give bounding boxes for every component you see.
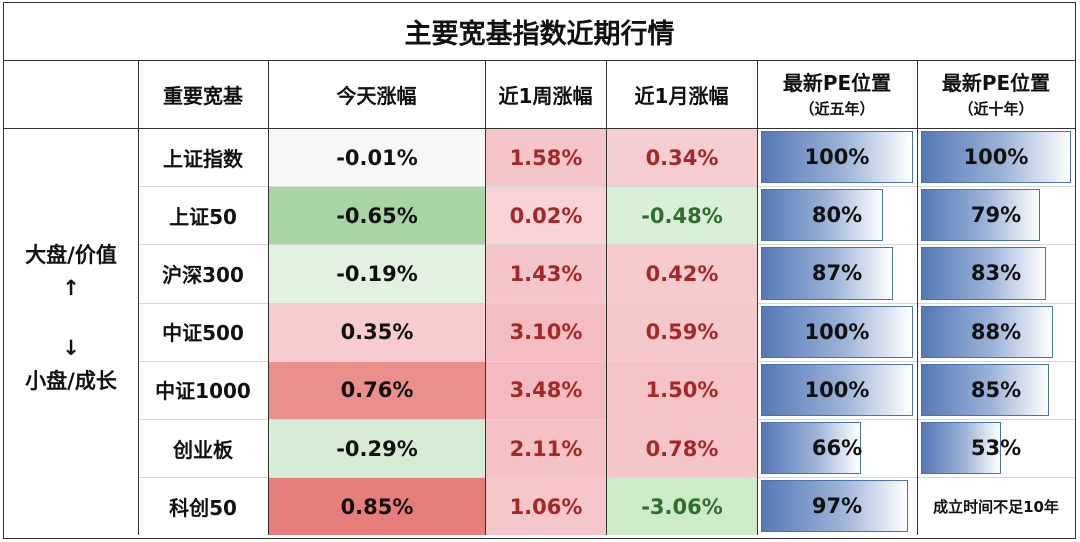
index-name: 创业板 xyxy=(173,437,233,462)
side-label-up-arrow: ↑ xyxy=(62,275,80,300)
index-name: 科创50 xyxy=(169,495,237,520)
pe10-cell: 83% xyxy=(921,247,1071,300)
size-style-label: 大盘/价值 ↑ ↓ 小盘/成长 xyxy=(4,239,138,439)
column-divider xyxy=(268,61,269,536)
pe10-value: 83% xyxy=(970,261,1022,286)
today-change-cell: -0.19% xyxy=(269,245,485,303)
pe10-cell: 100% xyxy=(921,131,1071,184)
column-divider xyxy=(917,61,918,536)
today-change-cell: 0.85% xyxy=(269,478,485,536)
pe5-bar xyxy=(761,131,913,184)
pe10-bar xyxy=(921,131,1071,184)
header-pe10-wrap: 最新PE位置 （近十年） xyxy=(942,71,1050,119)
index-name: 上证50 xyxy=(169,204,237,229)
week-change-cell: 3.10% xyxy=(486,303,606,361)
header-month: 近1月涨幅 xyxy=(634,84,729,108)
index-name: 中证1000 xyxy=(155,379,251,404)
pe5-bar xyxy=(761,480,909,533)
month-change-cell: -3.06% xyxy=(607,478,757,536)
side-label-top: 大盘/价值 xyxy=(25,243,117,267)
pe5-value: 80% xyxy=(811,203,863,228)
pe10-value: 100% xyxy=(963,145,1029,170)
pe5-value: 100% xyxy=(804,377,870,402)
month-change-cell: 0.59% xyxy=(607,303,757,361)
header-pe10: 最新PE位置 （近十年） xyxy=(917,61,1075,128)
column-divider xyxy=(757,61,758,536)
column-divider xyxy=(138,61,139,536)
index-name: 上证指数 xyxy=(163,146,243,171)
index-name: 中证500 xyxy=(162,321,244,346)
side-label-bottom: 小盘/成长 xyxy=(25,368,117,393)
market-table: 主要宽基指数近期行情 重要宽基 今天涨幅 近1周涨幅 近1月涨幅 最新PE位置 （近五年）… xyxy=(3,2,1076,539)
pe10-value: 88% xyxy=(970,319,1022,344)
pe10-value: 成立时间不足10年 xyxy=(933,497,1059,516)
pe5-bar xyxy=(761,422,862,475)
week-change-cell: 1.06% xyxy=(486,478,606,536)
today-change-cell: 0.76% xyxy=(269,361,485,419)
pe10-value: 79% xyxy=(970,203,1022,228)
pe5-bar xyxy=(761,363,913,416)
pe10-bar xyxy=(921,363,1049,416)
pe5-cell: 87% xyxy=(761,247,913,300)
pe10-bar xyxy=(921,189,1040,242)
pe10-cell: 79% xyxy=(921,189,1071,242)
pe10-bar xyxy=(921,422,1001,475)
today-change-cell: 0.35% xyxy=(269,303,485,361)
pe5-bar xyxy=(761,305,913,358)
pe10-bar xyxy=(921,247,1046,300)
side-label-down-arrow: ↓ xyxy=(62,336,80,361)
pe5-cell: 100% xyxy=(761,305,913,358)
month-change-cell: 1.50% xyxy=(607,361,757,419)
header-name: 重要宽基 xyxy=(163,84,243,108)
pe10-value: 85% xyxy=(970,377,1022,402)
today-change-cell: -0.01% xyxy=(269,129,485,187)
column-divider xyxy=(485,61,486,536)
week-change-cell: 1.58% xyxy=(486,129,606,187)
pe10-cell: 85% xyxy=(921,363,1071,416)
week-change-cell: 1.43% xyxy=(486,245,606,303)
week-change-cell: 0.02% xyxy=(486,187,606,245)
pe5-cell: 80% xyxy=(761,189,913,242)
pe10-cell: 88% xyxy=(921,305,1071,358)
week-change-cell: 2.11% xyxy=(486,420,606,478)
pe5-value: 66% xyxy=(811,436,863,461)
pe5-value: 97% xyxy=(811,494,863,519)
pe5-cell: 66% xyxy=(761,422,913,475)
pe5-value: 100% xyxy=(804,145,870,170)
column-divider xyxy=(606,61,607,536)
pe5-value: 100% xyxy=(804,319,870,344)
month-change-cell: 0.42% xyxy=(607,245,757,303)
header-week: 近1周涨幅 xyxy=(498,84,593,108)
pe5-bar xyxy=(761,247,894,300)
month-change-cell: -0.48% xyxy=(607,187,757,245)
header-pe5-line1: 最新PE位置 xyxy=(782,70,892,95)
pe5-cell: 97% xyxy=(761,480,913,533)
pe10-cell: 成立时间不足10年 xyxy=(921,480,1071,532)
header-today: 今天涨幅 xyxy=(336,84,417,108)
week-change-cell: 3.48% xyxy=(486,361,606,419)
header-separator xyxy=(4,128,1075,129)
pe10-cell: 53% xyxy=(921,422,1071,475)
pe10-bar xyxy=(921,305,1053,358)
today-change-cell: -0.65% xyxy=(269,187,485,245)
pe5-cell: 100% xyxy=(761,363,913,416)
today-change-cell: -0.29% xyxy=(269,420,485,478)
month-change-cell: 0.78% xyxy=(607,420,757,478)
pe5-value: 87% xyxy=(811,261,863,286)
header-pe10-line2: （近十年） xyxy=(958,99,1034,118)
table-title: 主要宽基指数近期行情 xyxy=(4,3,1075,61)
month-change-cell: 0.34% xyxy=(607,129,757,187)
header-pe10-line1: 最新PE位置 xyxy=(941,70,1051,95)
pe10-value: 53% xyxy=(970,436,1022,461)
header-pe5-line2: （近五年） xyxy=(799,99,875,118)
header-pe5-wrap: 最新PE位置 （近五年） xyxy=(783,71,891,119)
pe5-cell: 100% xyxy=(761,131,913,184)
header-pe5: 最新PE位置 （近五年） xyxy=(757,61,917,128)
pe5-bar xyxy=(761,189,883,242)
index-name: 沪深300 xyxy=(162,262,244,287)
